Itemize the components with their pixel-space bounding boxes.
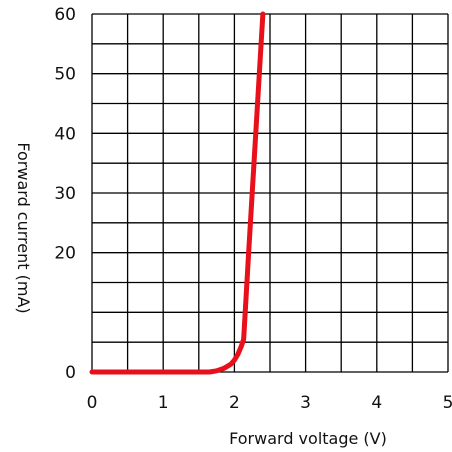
x-tick-label: 5 (443, 393, 452, 413)
x-tick-label: 0 (87, 393, 98, 413)
series-layer (89, 11, 266, 375)
y-tick-label: 20 (54, 244, 76, 264)
x-tick-label: 4 (371, 393, 382, 413)
y-tick-label: 30 (54, 184, 76, 204)
iv-curve-line (89, 11, 266, 375)
y-tick-label: 40 (54, 124, 76, 144)
y-tick-label: 60 (54, 5, 76, 25)
x-axis-title: Forward voltage (V) (229, 429, 387, 448)
x-tick-label: 3 (300, 393, 311, 413)
x-tick-label: 2 (229, 393, 240, 413)
y-tick-label: 50 (54, 65, 76, 85)
y-tick-label: 0 (65, 363, 76, 383)
y-axis-title: Forward current (mA) (14, 142, 33, 313)
grid (91, 13, 449, 373)
x-tick-label: 1 (158, 393, 169, 413)
